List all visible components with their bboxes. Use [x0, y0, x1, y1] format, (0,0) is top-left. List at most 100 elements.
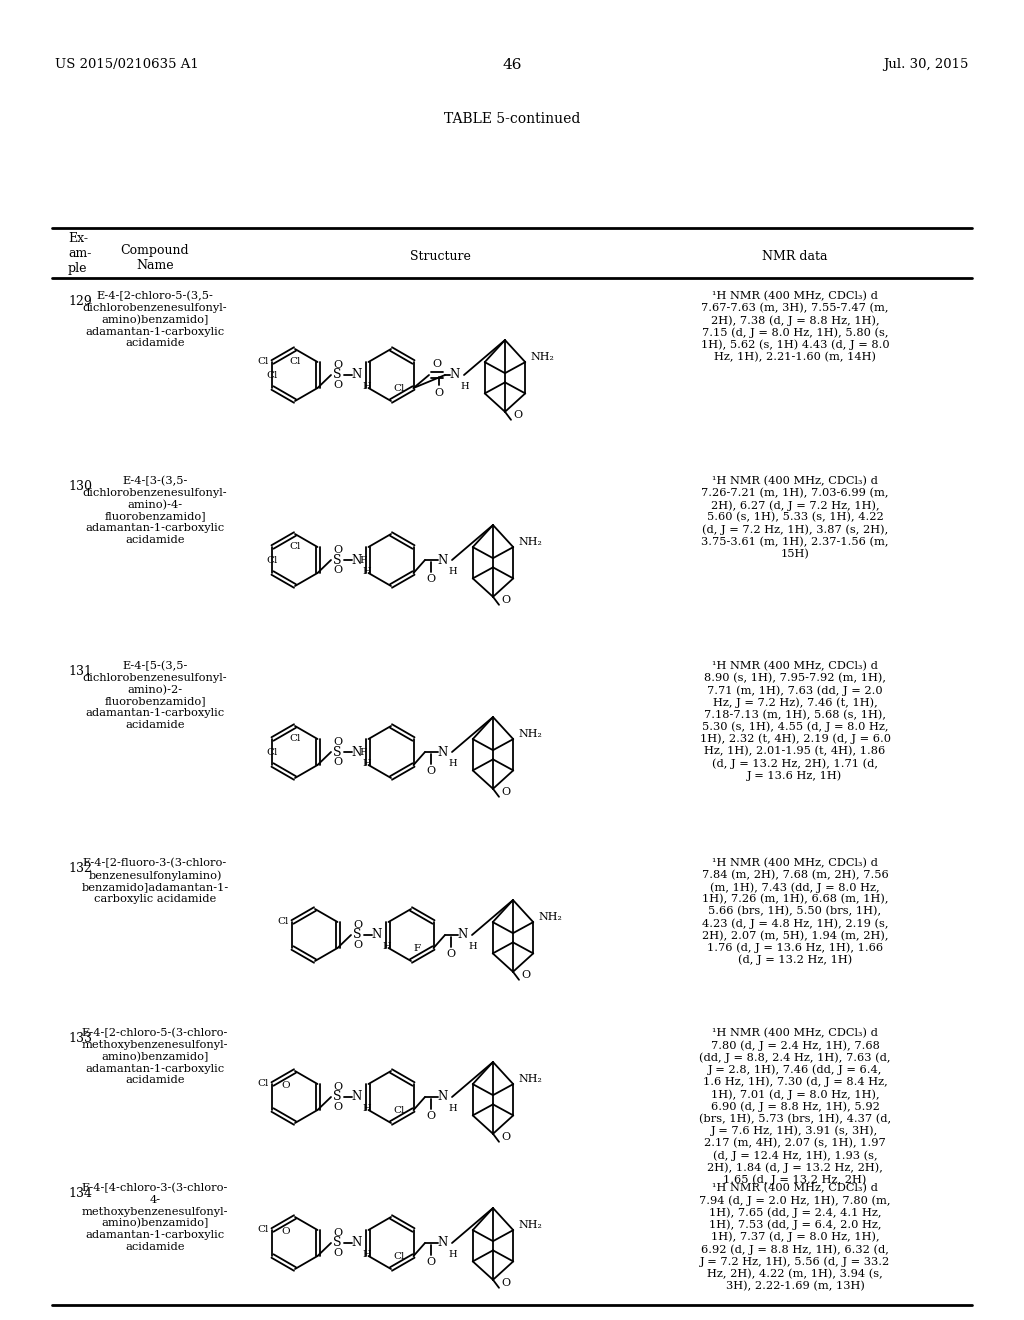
Text: S: S [333, 553, 341, 566]
Text: H: H [362, 1250, 371, 1259]
Text: O: O [426, 1257, 435, 1267]
Text: O: O [426, 574, 435, 583]
Text: N: N [352, 368, 362, 381]
Text: Cl: Cl [267, 748, 279, 756]
Text: O: O [334, 737, 343, 747]
Text: H: H [362, 1104, 371, 1113]
Text: Cl: Cl [257, 358, 268, 367]
Text: E-4-[2-chloro-5-(3-chloro-
methoxybenzenesulfonyl-
amino)benzamido]
adamantan-1-: E-4-[2-chloro-5-(3-chloro- methoxybenzen… [82, 1028, 228, 1085]
Text: H: H [449, 568, 457, 576]
Text: N: N [352, 1237, 362, 1250]
Text: Structure: Structure [410, 249, 470, 263]
Text: ¹H NMR (400 MHz, CDCl₃) d
7.26-7.21 (m, 1H), 7.03-6.99 (m,
2H), 6.27 (d, J = 7.2: ¹H NMR (400 MHz, CDCl₃) d 7.26-7.21 (m, … [701, 477, 889, 558]
Text: O: O [501, 1278, 510, 1288]
Text: O: O [334, 545, 343, 554]
Text: NH₂: NH₂ [539, 912, 562, 923]
Text: N: N [352, 553, 362, 566]
Text: H: H [362, 568, 371, 576]
Text: H: H [449, 759, 457, 768]
Text: N: N [352, 746, 362, 759]
Text: 129: 129 [68, 294, 92, 308]
Text: 134: 134 [68, 1187, 92, 1200]
Text: 132: 132 [68, 862, 92, 875]
Text: US 2015/0210635 A1: US 2015/0210635 A1 [55, 58, 199, 71]
Text: ¹H NMR (400 MHz, CDCl₃) d
7.84 (m, 2H), 7.68 (m, 2H), 7.56
(m, 1H), 7.43 (dd, J : ¹H NMR (400 MHz, CDCl₃) d 7.84 (m, 2H), … [701, 858, 889, 965]
Text: 131: 131 [68, 665, 92, 678]
Text: Cl: Cl [393, 1106, 404, 1115]
Text: O: O [434, 388, 443, 399]
Text: TABLE 5-continued: TABLE 5-continued [443, 112, 581, 125]
Text: Jul. 30, 2015: Jul. 30, 2015 [884, 58, 969, 71]
Text: NH₂: NH₂ [518, 1074, 542, 1084]
Text: H: H [449, 1104, 457, 1113]
Text: N: N [438, 553, 449, 566]
Text: Cl: Cl [290, 543, 301, 550]
Text: E-4-[5-(3,5-
dichlorobenzenesulfonyl-
amino)-2-
fluorobenzamido]
adamantan-1-car: E-4-[5-(3,5- dichlorobenzenesulfonyl- am… [83, 661, 227, 730]
Text: N: N [352, 1090, 362, 1104]
Text: E-4-[2-fluoro-3-(3-chloro-
benzenesulfonylamino)
benzamido]adamantan-1-
carboxyl: E-4-[2-fluoro-3-(3-chloro- benzenesulfon… [81, 858, 228, 904]
Text: E-4-[3-(3,5-
dichlorobenzenesulfonyl-
amino)-4-
fluorobenzamido]
adamantan-1-car: E-4-[3-(3,5- dichlorobenzenesulfonyl- am… [83, 477, 227, 545]
Text: Cl: Cl [257, 1225, 268, 1234]
Text: N: N [458, 928, 468, 941]
Text: Cl: Cl [278, 917, 289, 927]
Text: NH₂: NH₂ [518, 537, 542, 546]
Text: O: O [334, 565, 343, 576]
Text: NH₂: NH₂ [518, 1220, 542, 1230]
Text: S: S [333, 746, 341, 759]
Text: NMR data: NMR data [762, 249, 827, 263]
Text: Cl: Cl [393, 384, 404, 393]
Text: O: O [501, 787, 510, 797]
Text: N: N [450, 368, 460, 381]
Text: O: O [334, 360, 343, 370]
Text: O: O [334, 1247, 343, 1258]
Text: Compound
Name: Compound Name [121, 244, 189, 272]
Text: O: O [353, 940, 362, 950]
Text: O: O [426, 1111, 435, 1121]
Text: O: O [282, 1228, 290, 1236]
Text: F: F [359, 556, 367, 565]
Text: N: N [438, 1090, 449, 1104]
Text: N: N [372, 928, 382, 941]
Text: O: O [501, 595, 510, 605]
Text: O: O [446, 949, 456, 960]
Text: H: H [468, 942, 476, 950]
Text: O: O [432, 359, 441, 370]
Text: N: N [438, 746, 449, 759]
Text: O: O [521, 970, 530, 979]
Text: NH₂: NH₂ [530, 352, 554, 362]
Text: H: H [362, 759, 371, 768]
Text: ¹H NMR (400 MHz, CDCl₃) d
8.90 (s, 1H), 7.95-7.92 (m, 1H),
7.71 (m, 1H), 7.63 (d: ¹H NMR (400 MHz, CDCl₃) d 8.90 (s, 1H), … [699, 661, 891, 781]
Text: H: H [460, 381, 469, 391]
Text: Ex-
am-
ple: Ex- am- ple [68, 232, 91, 275]
Text: Cl: Cl [290, 734, 301, 743]
Text: O: O [334, 380, 343, 389]
Text: O: O [334, 1082, 343, 1092]
Text: Cl: Cl [267, 371, 279, 380]
Text: S: S [333, 1237, 341, 1250]
Text: Cl: Cl [393, 1251, 404, 1261]
Text: O: O [334, 1102, 343, 1111]
Text: O: O [353, 920, 362, 931]
Text: Cl: Cl [257, 1080, 268, 1089]
Text: Cl: Cl [267, 556, 279, 565]
Text: O: O [334, 1228, 343, 1238]
Text: ¹H NMR (400 MHz, CDCl₃) d
7.94 (d, J = 2.0 Hz, 1H), 7.80 (m,
1H), 7.65 (dd, J = : ¹H NMR (400 MHz, CDCl₃) d 7.94 (d, J = 2… [699, 1183, 891, 1291]
Text: S: S [333, 1090, 341, 1104]
Text: O: O [282, 1081, 290, 1090]
Text: O: O [513, 409, 522, 420]
Text: O: O [501, 1131, 510, 1142]
Text: O: O [426, 766, 435, 776]
Text: NH₂: NH₂ [518, 729, 542, 739]
Text: ¹H NMR (400 MHz, CDCl₃) d
7.80 (d, J = 2.4 Hz, 1H), 7.68
(dd, J = 8.8, 2.4 Hz, 1: ¹H NMR (400 MHz, CDCl₃) d 7.80 (d, J = 2… [699, 1028, 891, 1185]
Text: S: S [333, 368, 341, 381]
Text: E-4-[2-chloro-5-(3,5-
dichlorobenzenesulfonyl-
amino)benzamido]
adamantan-1-carb: E-4-[2-chloro-5-(3,5- dichlorobenzenesul… [83, 290, 227, 348]
Text: H: H [362, 381, 371, 391]
Text: F: F [413, 944, 420, 953]
Text: F: F [359, 748, 367, 756]
Text: H: H [382, 942, 390, 950]
Text: Cl: Cl [290, 356, 301, 366]
Text: O: O [334, 756, 343, 767]
Text: E-4-[4-chloro-3-(3-chloro-
4-
methoxybenzenesulfonyl-
amino)benzamido]
adamantan: E-4-[4-chloro-3-(3-chloro- 4- methoxyben… [82, 1183, 228, 1251]
Text: N: N [438, 1237, 449, 1250]
Text: 46: 46 [502, 58, 522, 73]
